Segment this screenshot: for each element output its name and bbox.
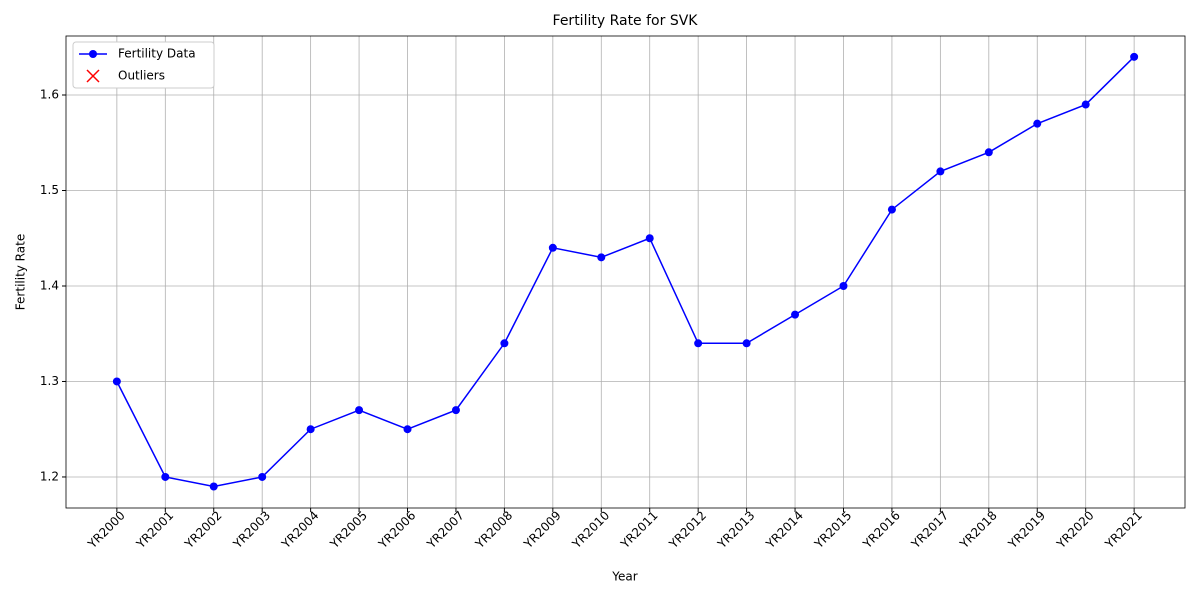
y-tick-label: 1.2 <box>40 469 59 483</box>
data-point <box>1033 119 1042 128</box>
data-point <box>355 406 364 415</box>
data-point <box>209 482 218 491</box>
data-point <box>258 472 267 481</box>
legend-label: Fertility Data <box>118 47 196 61</box>
data-point <box>887 205 896 214</box>
x-axis-label: Year <box>611 570 637 584</box>
data-point <box>742 339 751 348</box>
legend-box <box>72 41 215 89</box>
grid <box>66 36 1185 508</box>
legend: Fertility Data Outliers <box>72 41 215 89</box>
series-line <box>116 56 1135 488</box>
data-point <box>1130 52 1139 61</box>
y-tick-label: 1.6 <box>40 88 59 102</box>
legend-marker <box>89 50 97 58</box>
data-point <box>548 243 557 252</box>
data-point <box>306 425 315 434</box>
data-point <box>451 406 460 415</box>
chart-title: Fertility Rate for SVK <box>553 13 699 29</box>
legend-label: Outliers <box>118 69 165 83</box>
data-point <box>984 148 993 157</box>
data-point <box>694 339 703 348</box>
data-point <box>936 167 945 176</box>
data-point <box>839 281 848 290</box>
data-point <box>161 472 170 481</box>
y-axis-label: Fertility Rate <box>14 234 28 310</box>
data-point <box>645 234 654 243</box>
data-point <box>403 425 412 434</box>
data-point <box>597 253 606 262</box>
data-point <box>112 377 121 386</box>
y-tick-label: 1.4 <box>40 278 59 292</box>
y-tick-label: 1.5 <box>40 183 59 197</box>
legend-marker <box>86 69 100 83</box>
data-point <box>791 310 800 319</box>
plot <box>112 52 1139 491</box>
y-tick-label: 1.3 <box>40 374 59 388</box>
marker-x <box>86 69 100 83</box>
data-point <box>500 339 509 348</box>
data-point <box>1081 100 1090 109</box>
plot-frame <box>65 35 1186 509</box>
